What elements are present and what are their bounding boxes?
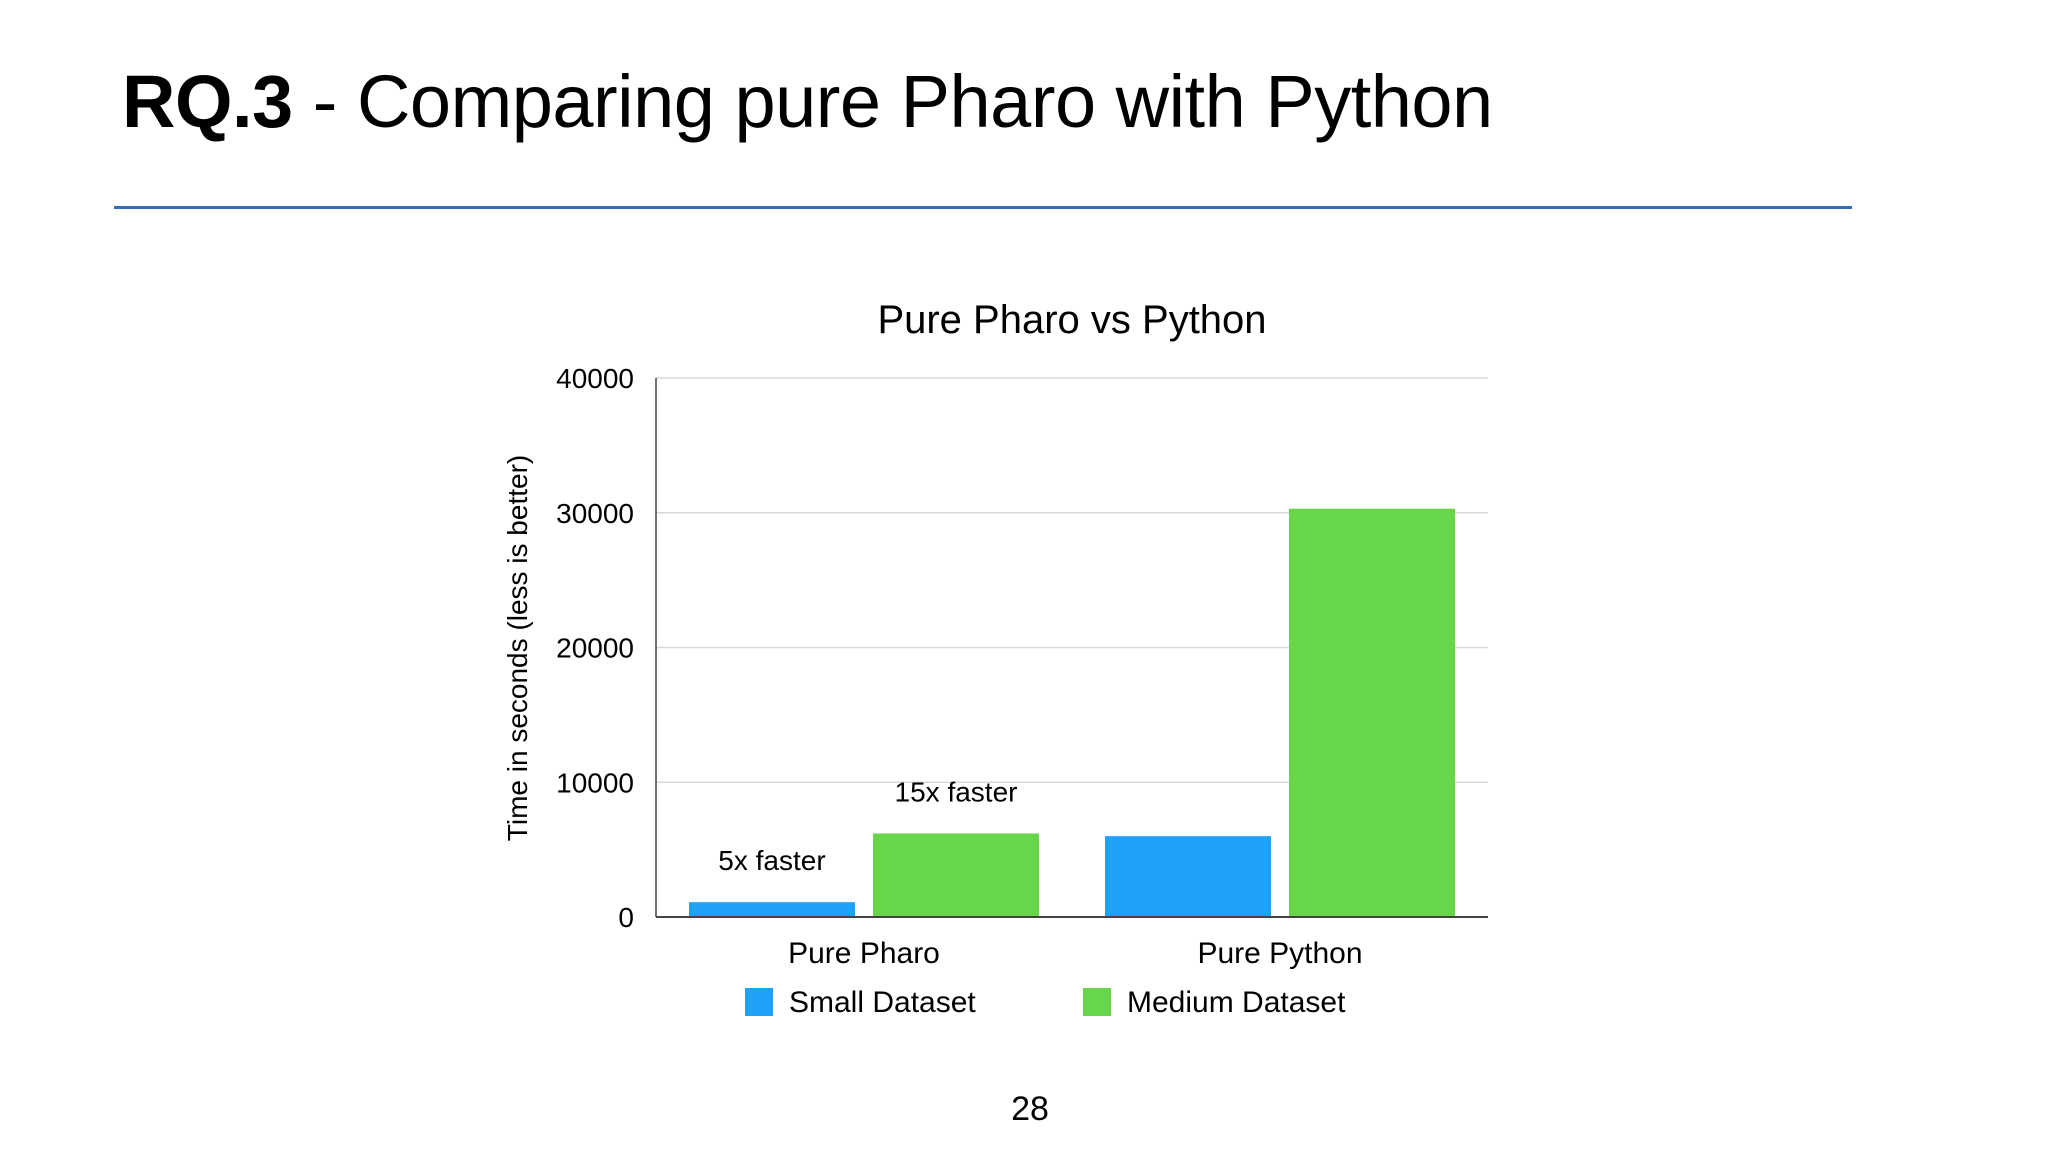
page-number: 28	[1011, 1090, 1049, 1128]
title-divider	[114, 206, 1852, 209]
annotation-label: 5x faster	[718, 845, 825, 876]
y-tick-label: 40000	[556, 363, 634, 394]
legend-swatch	[1083, 988, 1111, 1016]
x-tick-label: Pure Pharo	[788, 937, 940, 970]
annotation-label: 15x faster	[895, 776, 1018, 807]
legend-swatch	[745, 988, 773, 1016]
legend-label: Medium Dataset	[1127, 986, 1346, 1019]
slide-title-text: - Comparing pure Pharo with Python	[292, 60, 1493, 143]
legend-label: Small Dataset	[789, 986, 976, 1019]
chart-title: Pure Pharo vs Python	[877, 298, 1266, 342]
y-tick-label: 0	[618, 902, 634, 933]
y-tick-label: 20000	[556, 633, 634, 664]
y-tick-label: 10000	[556, 767, 634, 798]
slide-title: RQ.3 - Comparing pure Pharo with Python	[122, 52, 1493, 152]
bar-small-dataset	[1105, 836, 1271, 917]
x-tick-label: Pure Python	[1197, 937, 1362, 970]
y-tick-label: 30000	[556, 498, 634, 529]
bar-medium-dataset	[873, 833, 1039, 917]
slide-title-prefix: RQ.3	[122, 60, 293, 143]
y-axis-title: Time in seconds (less is better)	[502, 455, 533, 841]
bar-small-dataset	[689, 902, 855, 917]
bar-medium-dataset	[1289, 508, 1455, 917]
